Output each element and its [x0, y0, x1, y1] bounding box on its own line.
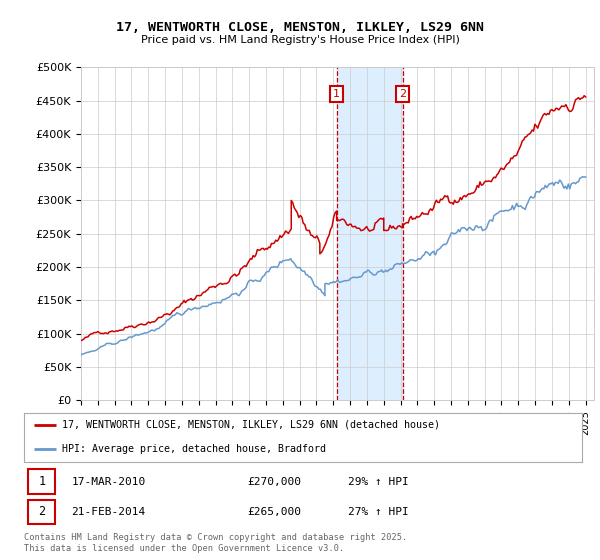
FancyBboxPatch shape [28, 469, 55, 494]
Text: 17, WENTWORTH CLOSE, MENSTON, ILKLEY, LS29 6NN: 17, WENTWORTH CLOSE, MENSTON, ILKLEY, LS… [116, 21, 484, 34]
Text: Price paid vs. HM Land Registry's House Price Index (HPI): Price paid vs. HM Land Registry's House … [140, 35, 460, 45]
Text: Contains HM Land Registry data © Crown copyright and database right 2025.
This d: Contains HM Land Registry data © Crown c… [24, 533, 407, 553]
Text: 2: 2 [38, 505, 46, 519]
FancyBboxPatch shape [28, 500, 55, 524]
Bar [337, 67, 403, 400]
Text: 29% ↑ HPI: 29% ↑ HPI [347, 477, 409, 487]
Text: £270,000: £270,000 [247, 477, 301, 487]
Text: 1: 1 [38, 475, 46, 488]
Text: 17-MAR-2010: 17-MAR-2010 [71, 477, 146, 487]
Text: 27% ↑ HPI: 27% ↑ HPI [347, 507, 409, 517]
Text: 2: 2 [399, 89, 406, 99]
Text: 1: 1 [333, 89, 340, 99]
Text: 17, WENTWORTH CLOSE, MENSTON, ILKLEY, LS29 6NN (detached house): 17, WENTWORTH CLOSE, MENSTON, ILKLEY, LS… [62, 419, 440, 430]
Text: 21-FEB-2014: 21-FEB-2014 [71, 507, 146, 517]
Text: HPI: Average price, detached house, Bradford: HPI: Average price, detached house, Brad… [62, 444, 326, 454]
Text: £265,000: £265,000 [247, 507, 301, 517]
